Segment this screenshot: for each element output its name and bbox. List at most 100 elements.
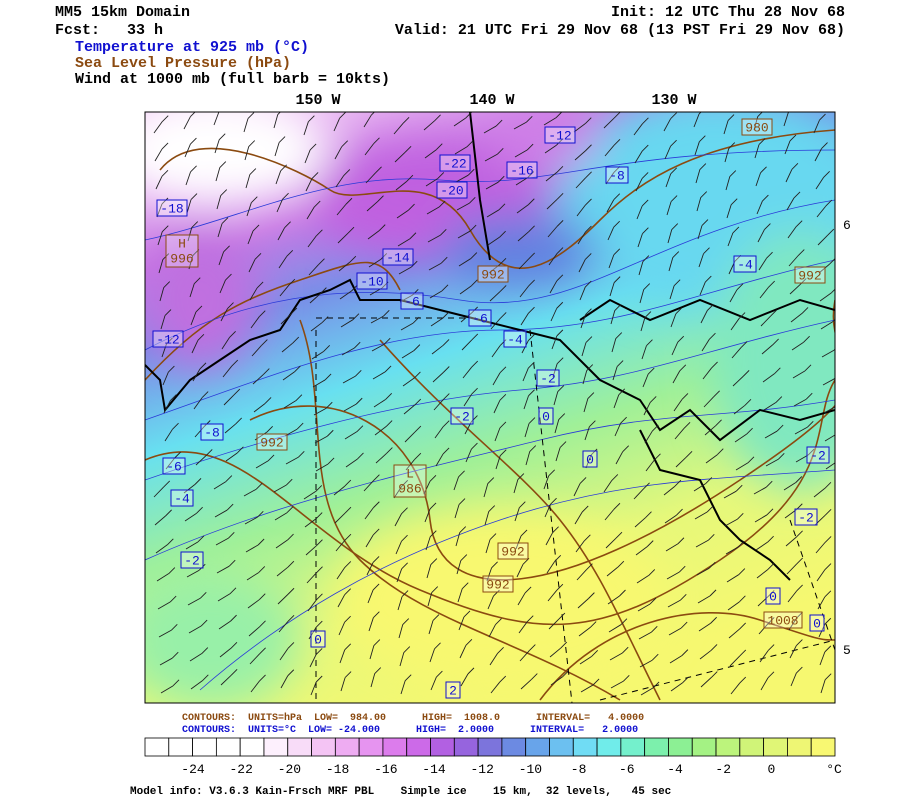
wind-barb <box>765 458 779 467</box>
wind-barb <box>667 229 673 244</box>
wind-barb <box>556 357 564 364</box>
wind-barb <box>280 313 292 325</box>
wind-barb <box>796 584 803 592</box>
wind-barb <box>316 593 323 601</box>
wind-barb <box>767 617 775 624</box>
wind-barb <box>823 170 830 178</box>
colorbar-box <box>572 737 598 757</box>
wind-barb <box>816 205 827 218</box>
wind-barb <box>393 486 403 499</box>
wind-barb <box>803 335 810 343</box>
wind-barb <box>517 592 526 606</box>
wind-barb <box>316 229 323 237</box>
wind-barb <box>341 347 355 356</box>
wind-barb <box>497 175 505 183</box>
wind-barb <box>307 599 317 612</box>
wind-barb <box>613 220 621 228</box>
wind-barb <box>737 540 745 548</box>
center-box <box>393 464 427 498</box>
wind-barb <box>819 113 826 121</box>
wind-barb <box>196 506 203 514</box>
wind-barb <box>614 423 622 437</box>
coldest-region <box>145 112 330 205</box>
wind-barb <box>755 541 768 551</box>
wind-barb <box>816 569 826 582</box>
wind-barb <box>699 281 706 296</box>
wind-barb <box>587 392 595 399</box>
wind-barb <box>716 448 724 456</box>
wind-barb <box>399 294 413 303</box>
wind-barb <box>155 544 168 554</box>
wind-barb <box>424 149 437 159</box>
temperature-label: 2 <box>449 683 457 698</box>
pressure-label-box <box>794 266 826 284</box>
wind-barb <box>492 372 501 386</box>
cold-region <box>440 215 600 285</box>
wind-barb <box>401 350 415 359</box>
wind-barb <box>786 197 795 211</box>
wind-barb <box>222 365 233 378</box>
wind-barb <box>543 117 557 126</box>
colorbar-box <box>691 737 717 757</box>
wind-barb <box>344 479 352 487</box>
wind-barb <box>824 673 832 680</box>
wind-barb <box>248 140 256 147</box>
wind-barb <box>586 563 593 570</box>
pressure-label: 980 <box>745 120 768 135</box>
wind-barb <box>753 486 767 495</box>
wind-barb <box>431 345 444 355</box>
wind-barb <box>805 392 813 400</box>
colorbar-unit: °C <box>826 762 842 777</box>
wind-barb <box>287 587 295 595</box>
wind-barb <box>280 164 288 172</box>
wind-barb <box>373 501 380 509</box>
wind-barb <box>620 618 628 626</box>
wind-barb <box>613 276 621 283</box>
wind-barb <box>768 280 776 288</box>
wind-barb <box>441 284 449 292</box>
wind-barb <box>285 456 299 465</box>
wind-barb <box>729 170 737 177</box>
wind-barb <box>610 680 624 689</box>
wind-barb <box>220 675 232 686</box>
wind-barb <box>574 150 586 161</box>
wind-barb <box>642 373 649 388</box>
wind-barb <box>495 119 503 127</box>
wind-barb <box>641 172 649 179</box>
wind-barb <box>611 338 617 353</box>
wind-barb <box>200 619 208 627</box>
wind-barb <box>404 674 412 681</box>
wind-barb <box>357 452 364 460</box>
wind-barb <box>375 166 382 174</box>
wind-barb <box>373 474 380 481</box>
wind-barb <box>199 591 207 599</box>
wind-barb <box>401 507 408 514</box>
wind-barb <box>486 567 493 582</box>
wind-barb <box>250 316 260 329</box>
wind-barb <box>411 288 419 296</box>
wind-barb <box>183 116 191 130</box>
wind-barb <box>230 669 238 676</box>
wind-barb <box>372 583 380 591</box>
wind-barb <box>709 332 716 340</box>
wind-barb <box>456 560 462 575</box>
wind-barb <box>353 341 361 349</box>
wind-barb <box>279 284 290 297</box>
wind-barb <box>427 234 441 243</box>
wind-barb <box>214 509 228 518</box>
wind-barb <box>273 484 287 493</box>
wind-barb <box>169 595 177 603</box>
wind-barb <box>694 511 708 520</box>
wind-barb <box>516 564 524 578</box>
wind-barb <box>647 367 655 375</box>
wind-barb <box>777 452 785 460</box>
wind-barb <box>607 227 615 241</box>
wind-barb <box>190 137 197 145</box>
field-wind: Wind at 1000 mb (full barb = 10kts) <box>75 71 390 88</box>
latitude-label: 5 <box>843 643 851 658</box>
wind-barb <box>651 653 659 661</box>
wind-barb <box>528 361 535 369</box>
wind-barb <box>264 397 272 404</box>
wind-barb <box>603 480 613 493</box>
wind-barb <box>643 402 651 416</box>
